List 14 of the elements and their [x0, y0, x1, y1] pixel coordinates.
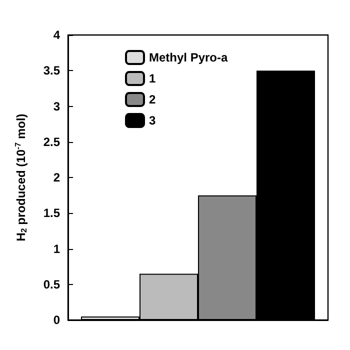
y-tick-label: 4 — [53, 28, 60, 42]
legend-label: 1 — [149, 72, 156, 86]
y-axis-title: H2 produced (10-7 mol) — [14, 114, 28, 242]
y-tick-label: 2 — [53, 170, 60, 184]
legend-label: Methyl Pyro-a — [149, 50, 228, 64]
legend-label: 3 — [149, 114, 156, 128]
y-tick-label: 3 — [53, 99, 60, 114]
y-tick-label: 0 — [53, 313, 60, 327]
y-tick-label: 1.5 — [43, 206, 60, 220]
legend-label: 2 — [149, 92, 156, 106]
y-tick-label: 0.5 — [43, 277, 60, 292]
y-tick-label: 1 — [53, 242, 60, 256]
y-tick-label: 3.5 — [43, 64, 60, 78]
y-tick-label: 2.5 — [43, 134, 60, 149]
